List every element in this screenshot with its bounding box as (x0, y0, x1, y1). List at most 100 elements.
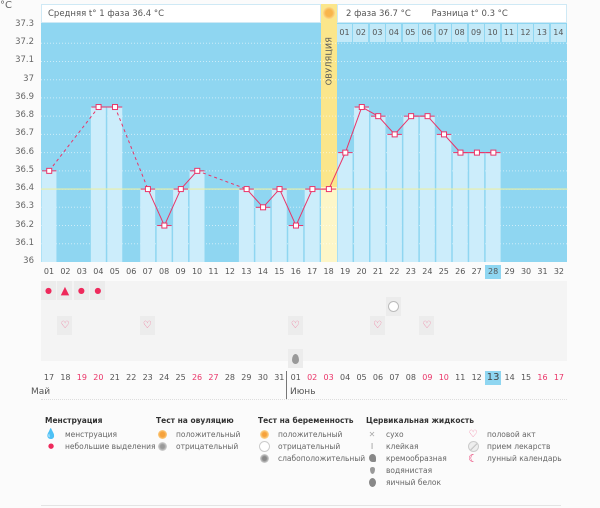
temperature-point (161, 222, 168, 229)
x-tick-label[interactable]: 21 (372, 267, 384, 276)
heart-icon: ♡ (468, 428, 478, 440)
x-tick-label[interactable]: 16 (290, 267, 301, 276)
x-tick-label[interactable]: 29 (504, 267, 515, 276)
calendar-date[interactable]: 26 (191, 373, 203, 382)
legend-label: водянистая (386, 465, 433, 475)
calendar-date[interactable]: 28 (224, 373, 236, 382)
calendar-date[interactable]: 29 (241, 373, 252, 382)
x-tick-label[interactable]: 22 (389, 267, 400, 276)
y-tick-label: 36.8 (15, 110, 34, 121)
calendar-date[interactable]: 16 (537, 373, 548, 382)
calendar-date[interactable]: 13 (485, 371, 502, 385)
x-tick-label[interactable]: 10 (191, 267, 203, 276)
x-tick-label[interactable]: 03 (76, 267, 87, 276)
spotting-cell[interactable]: ● (90, 281, 106, 300)
positive-pregnancy-icon (258, 429, 270, 439)
calendar-date[interactable]: 01 (290, 373, 301, 382)
calendar-date[interactable]: 08 (405, 373, 416, 382)
x-tick-label[interactable]: 09 (175, 267, 186, 276)
x-tick-label[interactable]: 06 (126, 267, 137, 276)
x-tick-label[interactable]: 07 (142, 267, 153, 276)
legend-title: Менструация (45, 416, 103, 425)
heart-cell[interactable]: ♡ (370, 316, 385, 335)
x-tick-label[interactable]: 08 (159, 267, 170, 276)
calendar-date[interactable]: 12 (471, 373, 482, 382)
x-tick-label[interactable]: 23 (405, 267, 416, 276)
calendar-date[interactable]: 23 (142, 373, 153, 382)
calendar-date[interactable]: 07 (389, 373, 400, 382)
calendar-date[interactable]: 27 (208, 373, 219, 382)
x-tick-label[interactable]: 15 (274, 267, 285, 276)
legend-label: отрицательный (278, 441, 341, 451)
x-tick-label[interactable]: 19 (340, 267, 351, 276)
x-tick-label[interactable]: 32 (553, 267, 565, 276)
calendar-date[interactable]: 17 (43, 373, 55, 382)
x-tick-label[interactable]: 12 (224, 267, 236, 276)
calendar-date[interactable]: 19 (76, 373, 87, 382)
calendar-date[interactable]: 04 (340, 373, 351, 382)
spotting-cell[interactable]: ● (41, 281, 56, 300)
calendar-date[interactable]: 31 (274, 373, 285, 382)
x-tick-label[interactable]: 14 (257, 267, 268, 276)
x-tick-label[interactable]: 31 (537, 267, 548, 276)
x-tick-label[interactable]: 01 (43, 267, 55, 276)
x-tick-label[interactable]: 24 (422, 267, 433, 276)
drop-icon: ● (47, 442, 55, 450)
calendar-date[interactable]: 10 (438, 373, 449, 382)
temperature-bar (173, 189, 189, 262)
ovulation-test-negative-cell[interactable] (386, 297, 402, 316)
y-tick-label: 36.3 (15, 201, 34, 212)
heart-cell[interactable]: ♡ (419, 316, 435, 335)
menstruation-cell[interactable]: ▲ (57, 281, 73, 300)
y-tick-label: 36.2 (15, 219, 34, 230)
calendar-date[interactable]: 24 (159, 373, 170, 382)
calendar-date[interactable]: 14 (504, 373, 515, 382)
calendar-date[interactable]: 15 (520, 373, 532, 382)
x-tick-label[interactable]: 13 (241, 267, 252, 276)
calendar-date[interactable]: 22 (126, 373, 137, 382)
heart-cell[interactable]: ♡ (139, 316, 155, 335)
calendar-date[interactable]: 21 (109, 373, 120, 382)
marker-row (41, 321, 567, 341)
heart-cell[interactable]: ♡ (287, 316, 303, 335)
calendar-date[interactable]: 05 (356, 373, 367, 382)
cycle-day-label: 10 (485, 24, 501, 42)
calendar-date[interactable]: 02 (307, 373, 318, 382)
calendar-date[interactable]: 11 (455, 373, 466, 382)
calendar-date[interactable]: 06 (372, 373, 384, 382)
heart-cell[interactable]: ♡ (57, 316, 73, 335)
calendar-date[interactable]: 25 (175, 373, 186, 382)
temperature-bar (469, 152, 485, 262)
cycle-day-label: 06 (419, 24, 435, 42)
x-tick-label[interactable]: 25 (438, 267, 449, 276)
x-tick-label[interactable]: 20 (356, 267, 367, 276)
calendar-date[interactable]: 09 (422, 373, 433, 382)
cycle-day-label: 14 (550, 24, 566, 42)
calendar-date[interactable]: 30 (257, 373, 268, 382)
legend-item: кремообразная (366, 452, 474, 464)
negative-ovulation-icon (156, 441, 168, 451)
x-tick-label[interactable]: 30 (520, 267, 532, 276)
temperature-bar (255, 207, 271, 262)
x-tick-label[interactable]: 27 (471, 267, 482, 276)
calendar-date[interactable]: 03 (323, 373, 334, 382)
legend-label: лунный календарь (487, 453, 562, 463)
x-tick-label[interactable]: 17 (307, 267, 318, 276)
temperature-point (276, 186, 283, 193)
temperature-bar (436, 134, 452, 262)
x-tick-label[interactable]: 02 (60, 267, 71, 276)
temperature-point (473, 149, 480, 156)
legend-label: положительный (176, 429, 241, 439)
egg-white-cell[interactable] (287, 349, 303, 368)
x-tick-label[interactable]: 28 (485, 265, 502, 279)
x-tick-label[interactable]: 05 (109, 267, 120, 276)
x-tick-label[interactable]: 18 (323, 267, 334, 276)
x-tick-label[interactable]: 26 (455, 267, 466, 276)
calendar-date[interactable]: 20 (93, 373, 104, 382)
calendar-date[interactable]: 18 (60, 373, 71, 382)
egg-white-icon (366, 477, 378, 487)
spotting-cell[interactable]: ● (73, 281, 89, 300)
x-tick-label[interactable]: 11 (208, 267, 219, 276)
calendar-date[interactable]: 17 (553, 373, 565, 382)
x-tick-label[interactable]: 04 (93, 267, 104, 276)
